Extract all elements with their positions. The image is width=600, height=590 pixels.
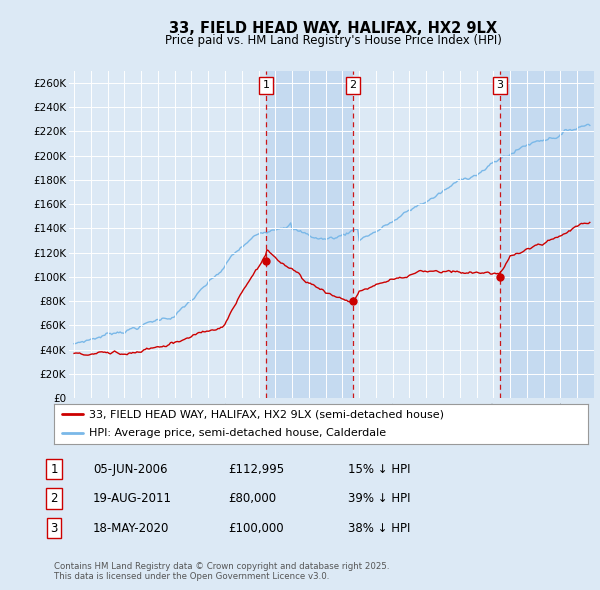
Text: 33, FIELD HEAD WAY, HALIFAX, HX2 9LX (semi-detached house): 33, FIELD HEAD WAY, HALIFAX, HX2 9LX (se… (89, 409, 444, 419)
Text: 3: 3 (496, 80, 503, 90)
Text: 19-AUG-2011: 19-AUG-2011 (93, 492, 172, 505)
Text: 2: 2 (50, 492, 58, 505)
Text: 18-MAY-2020: 18-MAY-2020 (93, 522, 169, 535)
Text: HPI: Average price, semi-detached house, Calderdale: HPI: Average price, semi-detached house,… (89, 428, 386, 438)
Bar (500, 71, 594, 398)
Text: 2: 2 (349, 80, 356, 90)
Text: 39% ↓ HPI: 39% ↓ HPI (348, 492, 410, 505)
Text: 33, FIELD HEAD WAY, HALIFAX, HX2 9LX: 33, FIELD HEAD WAY, HALIFAX, HX2 9LX (169, 21, 497, 35)
Text: 1: 1 (50, 463, 58, 476)
Text: Price paid vs. HM Land Registry's House Price Index (HPI): Price paid vs. HM Land Registry's House … (164, 34, 502, 47)
Text: £100,000: £100,000 (228, 522, 284, 535)
Text: £80,000: £80,000 (228, 492, 276, 505)
Text: £112,995: £112,995 (228, 463, 284, 476)
Text: 1: 1 (262, 80, 269, 90)
Text: 38% ↓ HPI: 38% ↓ HPI (348, 522, 410, 535)
Text: 3: 3 (50, 522, 58, 535)
Bar (266, 71, 353, 398)
Text: 15% ↓ HPI: 15% ↓ HPI (348, 463, 410, 476)
Text: 05-JUN-2006: 05-JUN-2006 (93, 463, 167, 476)
Text: Contains HM Land Registry data © Crown copyright and database right 2025.
This d: Contains HM Land Registry data © Crown c… (54, 562, 389, 581)
